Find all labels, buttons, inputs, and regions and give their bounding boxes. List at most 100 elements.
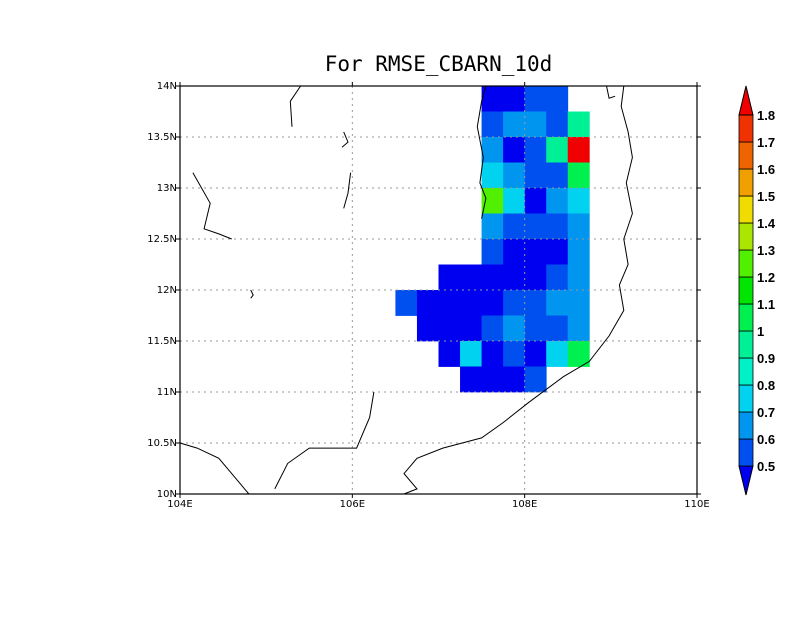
coastline xyxy=(341,131,349,148)
colorbar-segment xyxy=(738,249,754,278)
heatmap-cell xyxy=(503,86,526,112)
x-tick-label: 106E xyxy=(340,499,365,510)
heatmap-cell xyxy=(460,315,482,342)
coastline xyxy=(343,172,352,209)
heatmap-cell xyxy=(524,86,547,112)
heatmap-cell xyxy=(395,290,418,316)
heatmap-cell xyxy=(546,137,569,163)
heatmap-cell xyxy=(524,341,547,367)
heatmap-cell xyxy=(546,162,569,189)
x-tick-label: 104E xyxy=(167,499,192,510)
heatmap-cell xyxy=(503,290,526,316)
heatmap-cell xyxy=(567,341,590,367)
heatmap-cell xyxy=(524,366,547,393)
heatmap-cell xyxy=(567,188,590,214)
heatmap-cell xyxy=(546,264,569,291)
colorbar-segment xyxy=(738,384,754,413)
heatmap-cell xyxy=(503,366,526,393)
colorbar: 0.5 0.6 0.7 0.8 0.9 1 1.1 1.2 1.3 1.4 1.5 1.6 1.7 1.8 xyxy=(738,85,776,496)
y-tick-label: 13N xyxy=(157,183,177,194)
heatmap-cell xyxy=(567,213,590,240)
coastline xyxy=(606,85,616,99)
chart-title: For RMSE_CBARN_10d xyxy=(324,52,553,76)
colorbar-segment xyxy=(738,168,754,197)
colorbar-label: 1.7 xyxy=(757,135,775,150)
colorbar-segment xyxy=(738,357,754,386)
heatmap-cell xyxy=(546,188,569,214)
coastline xyxy=(250,289,254,299)
heatmap-cell xyxy=(546,239,569,265)
heatmap-cell xyxy=(481,315,504,342)
heatmap-cell xyxy=(546,315,569,342)
heatmap-cell xyxy=(546,86,569,112)
colorbar-label: 0.5 xyxy=(757,459,775,474)
colorbar-segment xyxy=(738,411,754,440)
heatmap-cell xyxy=(503,137,526,163)
colorbar-max-arrow xyxy=(738,85,754,116)
heatmap-cells xyxy=(395,86,590,393)
coastlines xyxy=(179,85,633,495)
heatmap-cell xyxy=(438,264,461,291)
heatmap-cell xyxy=(546,213,569,240)
axis-ticks: 10N 10.5N 11N 11.5N 12N 12.5N 13N 13.5N 14N 104E 1… xyxy=(147,81,709,510)
colorbar-label: 1.6 xyxy=(757,162,775,177)
x-tick-label: 108E xyxy=(512,499,537,510)
heatmap-cell xyxy=(524,264,547,291)
y-tick-label: 14N xyxy=(157,81,177,92)
colorbar-label: 1.8 xyxy=(757,108,775,123)
colorbar-label: 1 xyxy=(757,324,764,339)
heatmap-cell xyxy=(481,111,504,138)
heatmap-cell xyxy=(503,341,526,367)
coastline xyxy=(179,442,250,495)
heatmap-cell xyxy=(546,111,569,138)
heatmap-cell xyxy=(546,290,569,316)
colorbar-label: 1.2 xyxy=(757,270,775,285)
heatmap-cell xyxy=(481,366,504,393)
colorbar-label: 0.6 xyxy=(757,432,775,447)
colorbar-segment xyxy=(738,222,754,251)
heatmap-cell xyxy=(567,315,590,342)
heatmap-cell xyxy=(524,188,547,214)
grid-lines xyxy=(180,86,697,494)
heatmap-cell xyxy=(481,86,504,112)
coastline xyxy=(403,85,633,495)
heatmap-cell xyxy=(438,315,461,342)
heatmap-cell xyxy=(524,137,547,163)
colorbar-label: 1.1 xyxy=(757,297,775,312)
heatmap-cell xyxy=(546,341,569,367)
heatmap-cell xyxy=(524,315,547,342)
colorbar-segment xyxy=(738,276,754,305)
heatmap-cell xyxy=(567,111,590,138)
heatmap-cell xyxy=(481,213,504,240)
colorbar-segment xyxy=(738,195,754,224)
heatmap-cell xyxy=(460,290,482,316)
x-tick-label: 110E xyxy=(684,499,709,510)
heatmap-cell xyxy=(460,341,482,367)
heatmap-cell xyxy=(503,213,526,240)
heatmap-cell xyxy=(416,290,439,316)
heatmap-cell xyxy=(503,162,526,189)
heatmap-cell xyxy=(567,264,590,291)
heatmap-cell xyxy=(567,162,590,189)
y-tick-label: 11N xyxy=(157,387,177,398)
heatmap-cell xyxy=(524,213,547,240)
colorbar-label: 1.3 xyxy=(757,243,775,258)
colorbar-label: 1.5 xyxy=(757,189,775,204)
heatmap-cell xyxy=(481,290,504,316)
heatmap-cell xyxy=(481,188,504,214)
heatmap-cell xyxy=(524,162,547,189)
colorbar-label: 0.8 xyxy=(757,378,775,393)
heatmap-cell xyxy=(481,264,504,291)
y-tick-label: 10.5N xyxy=(147,438,177,449)
heatmap-cell xyxy=(567,239,590,265)
colorbar-label: 0.9 xyxy=(757,351,775,366)
colorbar-min-arrow xyxy=(738,465,754,496)
heatmap-cell xyxy=(416,315,439,342)
coastline xyxy=(289,85,302,127)
y-tick-label: 12N xyxy=(157,285,177,296)
heatmap-cell xyxy=(460,366,482,393)
colorbar-segment xyxy=(738,303,754,332)
coastline xyxy=(274,391,375,490)
heatmap-cell xyxy=(567,137,590,163)
